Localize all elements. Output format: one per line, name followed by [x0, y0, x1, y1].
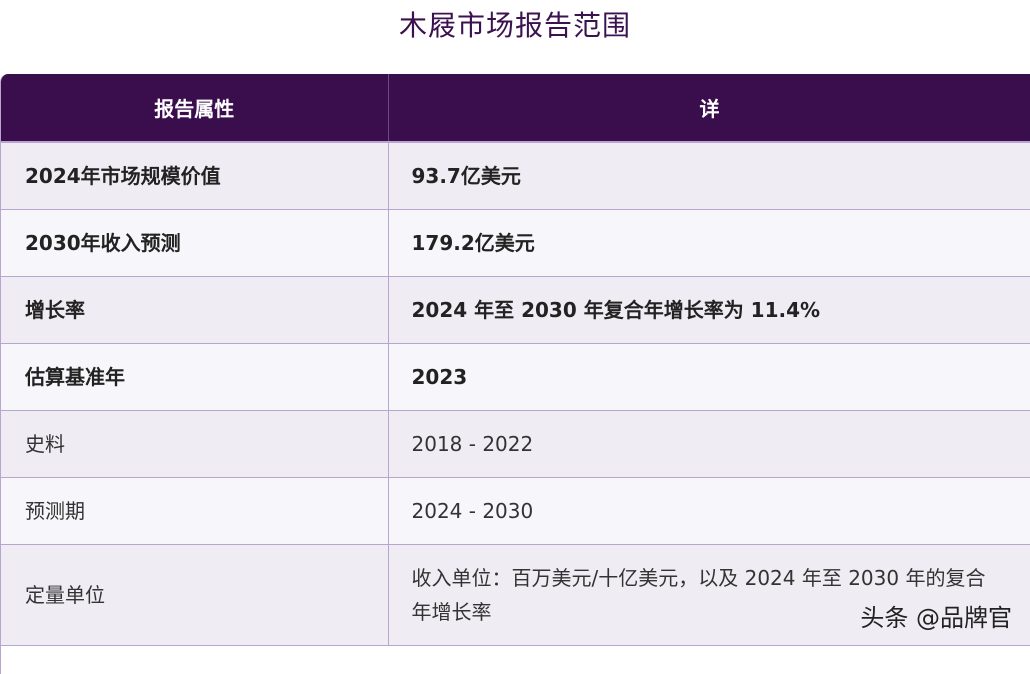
table-row: 史料 2018 - 2022 — [1, 410, 1030, 478]
row-value: 93.7亿美元 — [388, 142, 1030, 210]
row-label: 史料 — [1, 410, 389, 478]
row-value: 179.2亿美元 — [388, 209, 1030, 277]
table-row: 2024年市场规模价值 93.7亿美元 — [1, 142, 1030, 210]
table-header-row: 报告属性 详 — [1, 74, 1030, 143]
table-row: 预测期 2024 - 2030 — [1, 477, 1030, 545]
row-value: 收入单位：百万美元/十亿美元，以及 2024 年至 2030 年的复合年增长率 — [388, 544, 1030, 646]
row-value: 2024 年至 2030 年复合年增长率为 11.4% — [388, 276, 1030, 344]
header-detail: 详 — [388, 74, 1030, 143]
row-label: 预测期 — [1, 477, 389, 545]
row-label: 2030年收入预测 — [1, 209, 389, 277]
row-label: 估算基准年 — [1, 343, 389, 411]
row-value: 2018 - 2022 — [388, 410, 1030, 478]
table-row: 估算基准年 2023 — [1, 343, 1030, 411]
table-row: 增长率 2024 年至 2030 年复合年增长率为 11.4% — [1, 276, 1030, 344]
row-label: 定量单位 — [1, 544, 389, 646]
row-label: 增长率 — [1, 276, 389, 344]
row-value: 2024 - 2030 — [388, 477, 1030, 545]
row-label: 2024年市场规模价值 — [1, 142, 389, 210]
page-title: 木屐市场报告范围 — [398, 9, 631, 42]
table-row: 定量单位 收入单位：百万美元/十亿美元，以及 2024 年至 2030 年的复合… — [1, 544, 1030, 646]
watermark-text: 头条 @品牌官 — [860, 604, 1012, 632]
table-row: 2030年收入预测 179.2亿美元 — [1, 209, 1030, 277]
report-scope-table: 报告属性 详 2024年市场规模价值 93.7亿美元 2030年收入预测 179… — [0, 74, 1030, 674]
row-value: 2023 — [388, 343, 1030, 411]
header-attribute: 报告属性 — [1, 74, 389, 143]
